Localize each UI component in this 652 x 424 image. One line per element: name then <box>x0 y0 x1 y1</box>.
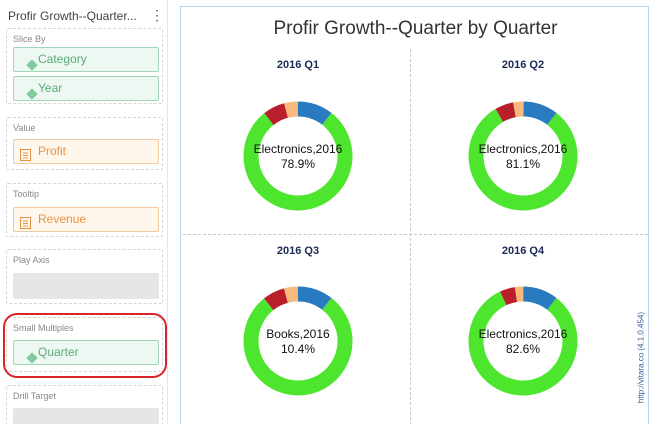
multiple-title: 2016 Q3 <box>277 245 319 257</box>
small-multiples-well[interactable]: Small Multiples Quarter <box>6 317 163 372</box>
donut-slice-red[interactable] <box>495 102 517 123</box>
center-value: 81.1% <box>506 157 540 171</box>
multiple-title: 2016 Q4 <box>502 245 545 257</box>
well-label-drill-target: Drill Target <box>13 391 56 401</box>
donut-slice-blue[interactable] <box>297 286 332 311</box>
multiple-title: 2016 Q1 <box>277 59 319 71</box>
dimension-icon <box>20 347 38 364</box>
donut-slice-green[interactable] <box>243 297 353 396</box>
center-label: Electronics,2016 <box>479 142 568 156</box>
watermark-text: http://vitara.co (4.1.0.454) <box>636 311 646 404</box>
chart-container: Profir Growth--Quarter by Quarter 2016 Q… <box>180 6 649 424</box>
donut-slice-blue[interactable] <box>523 101 557 126</box>
well-label-tooltip: Tooltip <box>13 189 40 199</box>
chip-profit[interactable]: Profit <box>13 139 159 164</box>
donut-slice-peach[interactable] <box>283 286 299 303</box>
chip-label: Quarter <box>38 345 79 359</box>
center-label: Books,2016 <box>266 327 330 341</box>
center-value: 82.6% <box>506 342 540 356</box>
chip-label: Revenue <box>38 212 87 226</box>
panel-header: Profir Growth--Quarter... ⋮ <box>0 0 168 32</box>
vitara-watermark: http://vitara.co (4.1.0.454) <box>634 298 648 422</box>
well-label-play-axis: Play Axis <box>13 255 50 265</box>
chip-revenue[interactable]: Revenue <box>13 207 159 232</box>
donut-slice-blue[interactable] <box>297 101 332 126</box>
chip-category[interactable]: Category <box>13 47 159 72</box>
drill-target-well[interactable]: Drill Target <box>6 385 163 424</box>
drill-target-drop-zone[interactable] <box>13 408 159 424</box>
donut-slice-red[interactable] <box>264 288 289 311</box>
chip-year[interactable]: Year <box>13 76 159 101</box>
chip-label: Category <box>38 52 87 66</box>
donut-slice-red[interactable] <box>500 287 518 306</box>
value-well[interactable]: Value Profit <box>6 117 163 170</box>
play-axis-drop-zone[interactable] <box>13 273 159 299</box>
donut-slice-green[interactable] <box>468 291 578 396</box>
center-label: Electronics,2016 <box>254 142 343 156</box>
well-label-small-multiples: Small Multiples <box>13 323 74 333</box>
donut-slice-peach[interactable] <box>513 101 524 118</box>
more-options-icon[interactable]: ⋮ <box>150 7 164 23</box>
dimension-icon <box>20 54 38 71</box>
tooltip-well[interactable]: Tooltip Revenue <box>6 183 163 237</box>
play-axis-well[interactable]: Play Axis <box>6 249 163 304</box>
measure-icon <box>20 146 31 161</box>
center-value: 78.9% <box>281 157 315 171</box>
center-label: Electronics,2016 <box>479 327 568 341</box>
well-label-value: Value <box>13 123 36 133</box>
grid-divider-horizontal <box>183 234 648 235</box>
chip-label: Profit <box>38 144 67 158</box>
grid-divider-vertical <box>410 49 411 424</box>
center-value: 10.4% <box>281 342 315 356</box>
donut-slice-peach[interactable] <box>284 101 299 118</box>
chart-title: Profir Growth--Quarter by Quarter <box>273 18 558 39</box>
panel-title: Profir Growth--Quarter... <box>8 9 137 23</box>
donut-slice-green[interactable] <box>243 112 353 211</box>
well-label-slice-by: Slice By <box>13 34 46 44</box>
chip-label: Year <box>38 81 63 95</box>
donut-slice-green[interactable] <box>468 108 578 211</box>
measure-icon <box>20 214 31 229</box>
donut-slice-blue[interactable] <box>522 286 557 311</box>
slice-by-well[interactable]: Slice By Category Year <box>6 28 163 104</box>
dimension-icon <box>20 83 38 100</box>
fields-panel: Profir Growth--Quarter... ⋮ Slice By Cat… <box>0 0 168 424</box>
donut-slice-red[interactable] <box>264 103 289 126</box>
chip-quarter[interactable]: Quarter <box>13 340 159 365</box>
multiple-title: 2016 Q2 <box>502 59 544 71</box>
donut-slice-peach[interactable] <box>514 286 524 302</box>
